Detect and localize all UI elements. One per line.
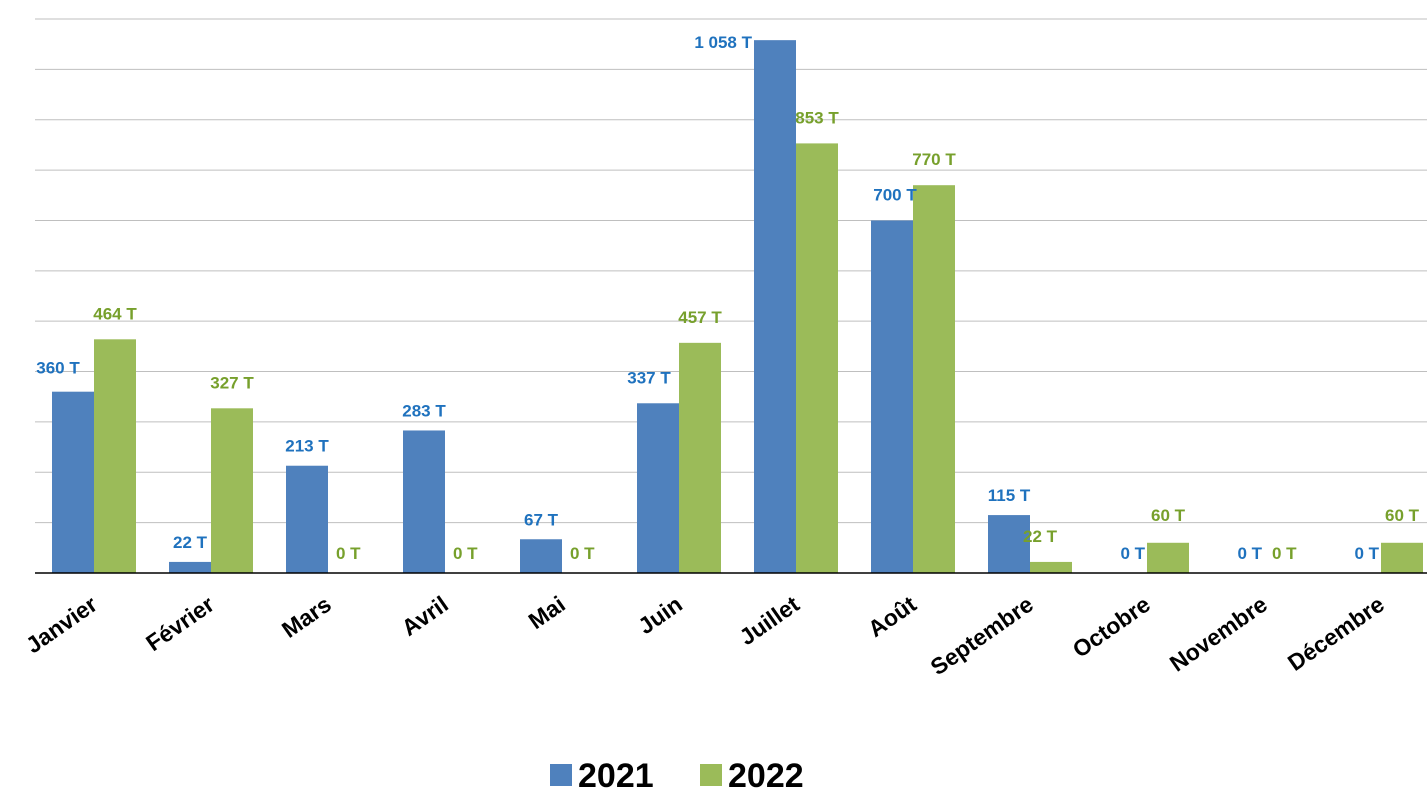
x-tick-label-3: Avril xyxy=(397,591,453,641)
bars xyxy=(52,40,1423,574)
legend-swatch-2022 xyxy=(700,764,722,786)
data-label-2022-3: 0 T xyxy=(453,544,478,563)
bar-2021-0 xyxy=(52,391,94,573)
bar-2022-8 xyxy=(1030,561,1072,573)
x-tick-label-9: Octobre xyxy=(1068,591,1155,663)
bar-2021-6 xyxy=(754,40,796,574)
x-tick-label-10: Novembre xyxy=(1165,591,1272,677)
data-label-2021-10: 0 T xyxy=(1237,544,1262,563)
x-tick-label-11: Décembre xyxy=(1283,591,1389,676)
legend-swatch-2021 xyxy=(550,764,572,786)
bar-2022-5 xyxy=(679,342,721,573)
data-label-2021-9: 0 T xyxy=(1120,544,1145,563)
data-label-2022-7: 770 T xyxy=(912,150,956,169)
data-label-2022-2: 0 T xyxy=(336,544,361,563)
gridlines xyxy=(35,18,1427,524)
data-label-2021-7: 700 T xyxy=(873,185,917,204)
x-tick-label-4: Mai xyxy=(524,591,570,634)
data-label-2021-2: 213 T xyxy=(285,437,329,456)
legend-label-2022: 2022 xyxy=(728,757,804,792)
data-label-2022-9: 60 T xyxy=(1151,506,1186,525)
legend-label-2021: 2021 xyxy=(578,757,654,792)
data-label-2022-10: 0 T xyxy=(1272,544,1297,563)
data-label-2021-0: 360 T xyxy=(36,359,80,378)
data-label-2022-0: 464 T xyxy=(93,304,137,323)
bar-2022-6 xyxy=(796,143,838,573)
data-labels: 360 T 464 T 22 T 327 T 213 T 0 T 283 T 0 T 67 T 0… xyxy=(36,33,1419,563)
x-tick-label-0: Janvier xyxy=(21,591,102,659)
data-label-2022-6: 853 T xyxy=(795,108,839,127)
bar-2021-3 xyxy=(403,430,445,573)
x-tick-label-8: Septembre xyxy=(926,591,1038,680)
data-label-2021-6: 1 058 T xyxy=(694,33,752,52)
x-tick-label-2: Mars xyxy=(277,591,336,643)
bar-2022-7 xyxy=(913,185,955,573)
bar-2021-7 xyxy=(871,220,913,574)
bar-2022-1 xyxy=(211,408,253,573)
data-label-2021-5: 337 T xyxy=(627,368,671,387)
bar-2021-2 xyxy=(286,465,328,573)
bar-2021-8 xyxy=(988,515,1030,573)
bar-2021-5 xyxy=(637,403,679,573)
legend: 2021 2022 xyxy=(550,757,804,792)
x-tick-label-5: Juin xyxy=(633,591,687,639)
x-tick-labels: Janvier Février Mars Avril Mai Juin Juillet Aoû… xyxy=(21,591,1389,681)
bar-2022-11 xyxy=(1381,542,1423,573)
data-label-2022-4: 0 T xyxy=(570,544,595,563)
data-label-2021-8: 115 T xyxy=(988,486,1031,505)
bar-2022-9 xyxy=(1147,542,1189,573)
bar-2022-0 xyxy=(94,339,136,573)
data-label-2022-1: 327 T xyxy=(210,373,254,392)
bar-2021-1 xyxy=(169,561,211,573)
x-tick-label-6: Juillet xyxy=(735,591,805,651)
data-label-2022-11: 60 T xyxy=(1385,506,1420,525)
x-tick-label-1: Février xyxy=(141,591,219,656)
data-label-2022-5: 457 T xyxy=(678,308,722,327)
data-label-2022-8: 22 T xyxy=(1023,527,1058,546)
bar-2021-4 xyxy=(520,539,562,573)
data-label-2021-1: 22 T xyxy=(173,533,208,552)
data-label-2021-3: 283 T xyxy=(402,401,446,420)
x-tick-label-7: Août xyxy=(863,591,921,643)
data-label-2021-4: 67 T xyxy=(524,510,559,529)
data-label-2021-11: 0 T xyxy=(1354,544,1379,563)
